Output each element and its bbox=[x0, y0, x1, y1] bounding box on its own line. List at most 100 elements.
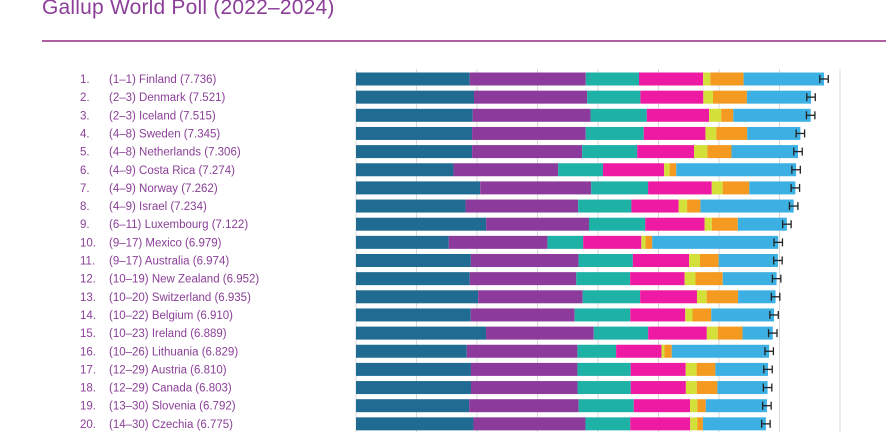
chart-row: 7. (4–9) Norway (7.262) bbox=[80, 181, 801, 195]
rank-number: 1. bbox=[80, 74, 90, 86]
error-bar bbox=[805, 111, 816, 120]
bar-segment-5 bbox=[689, 254, 700, 267]
error-bar bbox=[788, 202, 799, 211]
bar-segment-6 bbox=[717, 326, 743, 340]
bar-segment-6 bbox=[721, 108, 734, 122]
bar-segment-5 bbox=[696, 290, 707, 304]
bar-segment-2 bbox=[472, 126, 586, 140]
error-bar bbox=[762, 401, 772, 410]
bar-segment-4 bbox=[583, 235, 642, 249]
bar-segment-5 bbox=[685, 308, 693, 322]
bar-segment-7 bbox=[743, 72, 825, 86]
bar-segment-1 bbox=[356, 362, 471, 376]
bar-segment-6 bbox=[707, 145, 732, 159]
bar-segment-4 bbox=[637, 145, 695, 159]
bar-segment-4 bbox=[640, 90, 704, 104]
bar-segment-3 bbox=[577, 362, 631, 376]
bar-segment-2 bbox=[470, 362, 578, 376]
bar-segment-1 bbox=[356, 72, 470, 86]
chart-row: 3. (2–3) Iceland (7.515) bbox=[80, 108, 816, 122]
bar-segment-2 bbox=[470, 254, 579, 267]
error-bar bbox=[781, 220, 792, 229]
bar-segment-6 bbox=[664, 344, 672, 358]
bar-segment-5 bbox=[641, 235, 646, 249]
bar-segment-1 bbox=[356, 163, 454, 177]
bar-segment-1 bbox=[356, 108, 473, 122]
bar-segment-3 bbox=[558, 163, 603, 177]
bar-segment-2 bbox=[486, 326, 594, 340]
bar-segment-6 bbox=[695, 272, 723, 286]
bar-segment-5 bbox=[661, 344, 665, 358]
chart-row: 13. (10–20) Switzerland (6.935) bbox=[80, 290, 781, 304]
rank-number: 9. bbox=[80, 219, 90, 231]
bar-segment-1 bbox=[356, 290, 479, 304]
country-label: (4–9) Norway (7.262) bbox=[109, 183, 218, 195]
rank-number: 2. bbox=[80, 92, 90, 104]
country-label: (4–8) Netherlands (7.306) bbox=[109, 147, 241, 159]
bar-segment-4 bbox=[630, 417, 691, 431]
bar-segment-4 bbox=[630, 362, 686, 376]
chart-row: 15. (10–23) Ireland (6.889) bbox=[80, 326, 778, 340]
bar-segment-4 bbox=[648, 326, 707, 340]
bar-segment-2 bbox=[465, 199, 579, 213]
bar-segment-6 bbox=[692, 308, 712, 322]
bar-segment-3 bbox=[593, 326, 649, 340]
error-bar bbox=[795, 129, 806, 138]
country-label: (4–9) Israel (7.234) bbox=[109, 201, 207, 213]
bar-segment-6 bbox=[669, 163, 677, 177]
bar-segment-3 bbox=[585, 126, 644, 140]
country-label: (14–30) Czechia (6.775) bbox=[109, 419, 233, 431]
country-label: (10–20) Switzerland (6.935) bbox=[109, 292, 251, 304]
rank-number: 20. bbox=[80, 419, 96, 431]
bar-segment-1 bbox=[356, 308, 471, 322]
country-label: (10–19) New Zealand (6.952) bbox=[109, 274, 259, 286]
bar-segment-6 bbox=[696, 381, 718, 395]
bar-segment-7 bbox=[749, 181, 796, 195]
chart-row: 4. (4–8) Sweden (7.345) bbox=[80, 126, 806, 140]
bar-segment-1 bbox=[356, 145, 473, 159]
bar-segment-5 bbox=[690, 417, 698, 431]
bar-segment-1 bbox=[356, 126, 473, 140]
error-bar bbox=[761, 419, 771, 428]
bar-segment-3 bbox=[587, 90, 641, 104]
bar-segment-4 bbox=[632, 254, 690, 267]
bar-segment-4 bbox=[630, 272, 685, 286]
bar-segment-3 bbox=[574, 308, 631, 322]
country-label: (2–3) Denmark (7.521) bbox=[109, 92, 225, 104]
bar-segment-4 bbox=[646, 108, 710, 122]
error-bar bbox=[793, 147, 803, 156]
bar-segment-3 bbox=[577, 381, 631, 395]
bar-segment-7 bbox=[700, 199, 794, 213]
bar-segment-4 bbox=[630, 381, 686, 395]
bar-segment-4 bbox=[602, 163, 665, 177]
bar-segment-5 bbox=[690, 399, 698, 413]
error-bar bbox=[762, 383, 773, 392]
rank-number: 7. bbox=[80, 183, 90, 195]
bar-segment-6 bbox=[645, 235, 653, 249]
error-bar bbox=[770, 292, 781, 301]
bar-segment-7 bbox=[746, 90, 812, 104]
bar-segment-7 bbox=[676, 163, 797, 177]
chart-row: 2. (2–3) Denmark (7.521) bbox=[80, 90, 816, 104]
error-bar bbox=[819, 75, 829, 83]
bar-segment-7 bbox=[705, 399, 767, 413]
bar-segment-1 bbox=[356, 272, 470, 286]
country-label: (9–17) Mexico (6.979) bbox=[109, 237, 222, 249]
country-label: (2–3) Iceland (7.515) bbox=[109, 110, 216, 122]
bar-segment-4 bbox=[630, 308, 686, 322]
bar-segment-2 bbox=[471, 381, 578, 395]
bar-segment-1 bbox=[356, 254, 471, 267]
rank-number: 4. bbox=[80, 128, 90, 140]
page-title: Gallup World Poll (2022–2024) bbox=[42, 0, 335, 19]
rank-number: 14. bbox=[80, 310, 96, 322]
chart-row: 19. (13–30) Slovenia (6.792) bbox=[80, 399, 772, 413]
bar-segment-3 bbox=[582, 290, 641, 304]
bar-segment-6 bbox=[711, 217, 738, 231]
country-label: (9–17) Australia (6.974) bbox=[109, 256, 229, 268]
country-label: (13–30) Slovenia (6.792) bbox=[109, 401, 236, 413]
bar-segment-6 bbox=[706, 290, 739, 304]
error-bar bbox=[773, 238, 784, 247]
error-bar bbox=[790, 183, 801, 192]
bar-segment-5 bbox=[664, 163, 670, 177]
